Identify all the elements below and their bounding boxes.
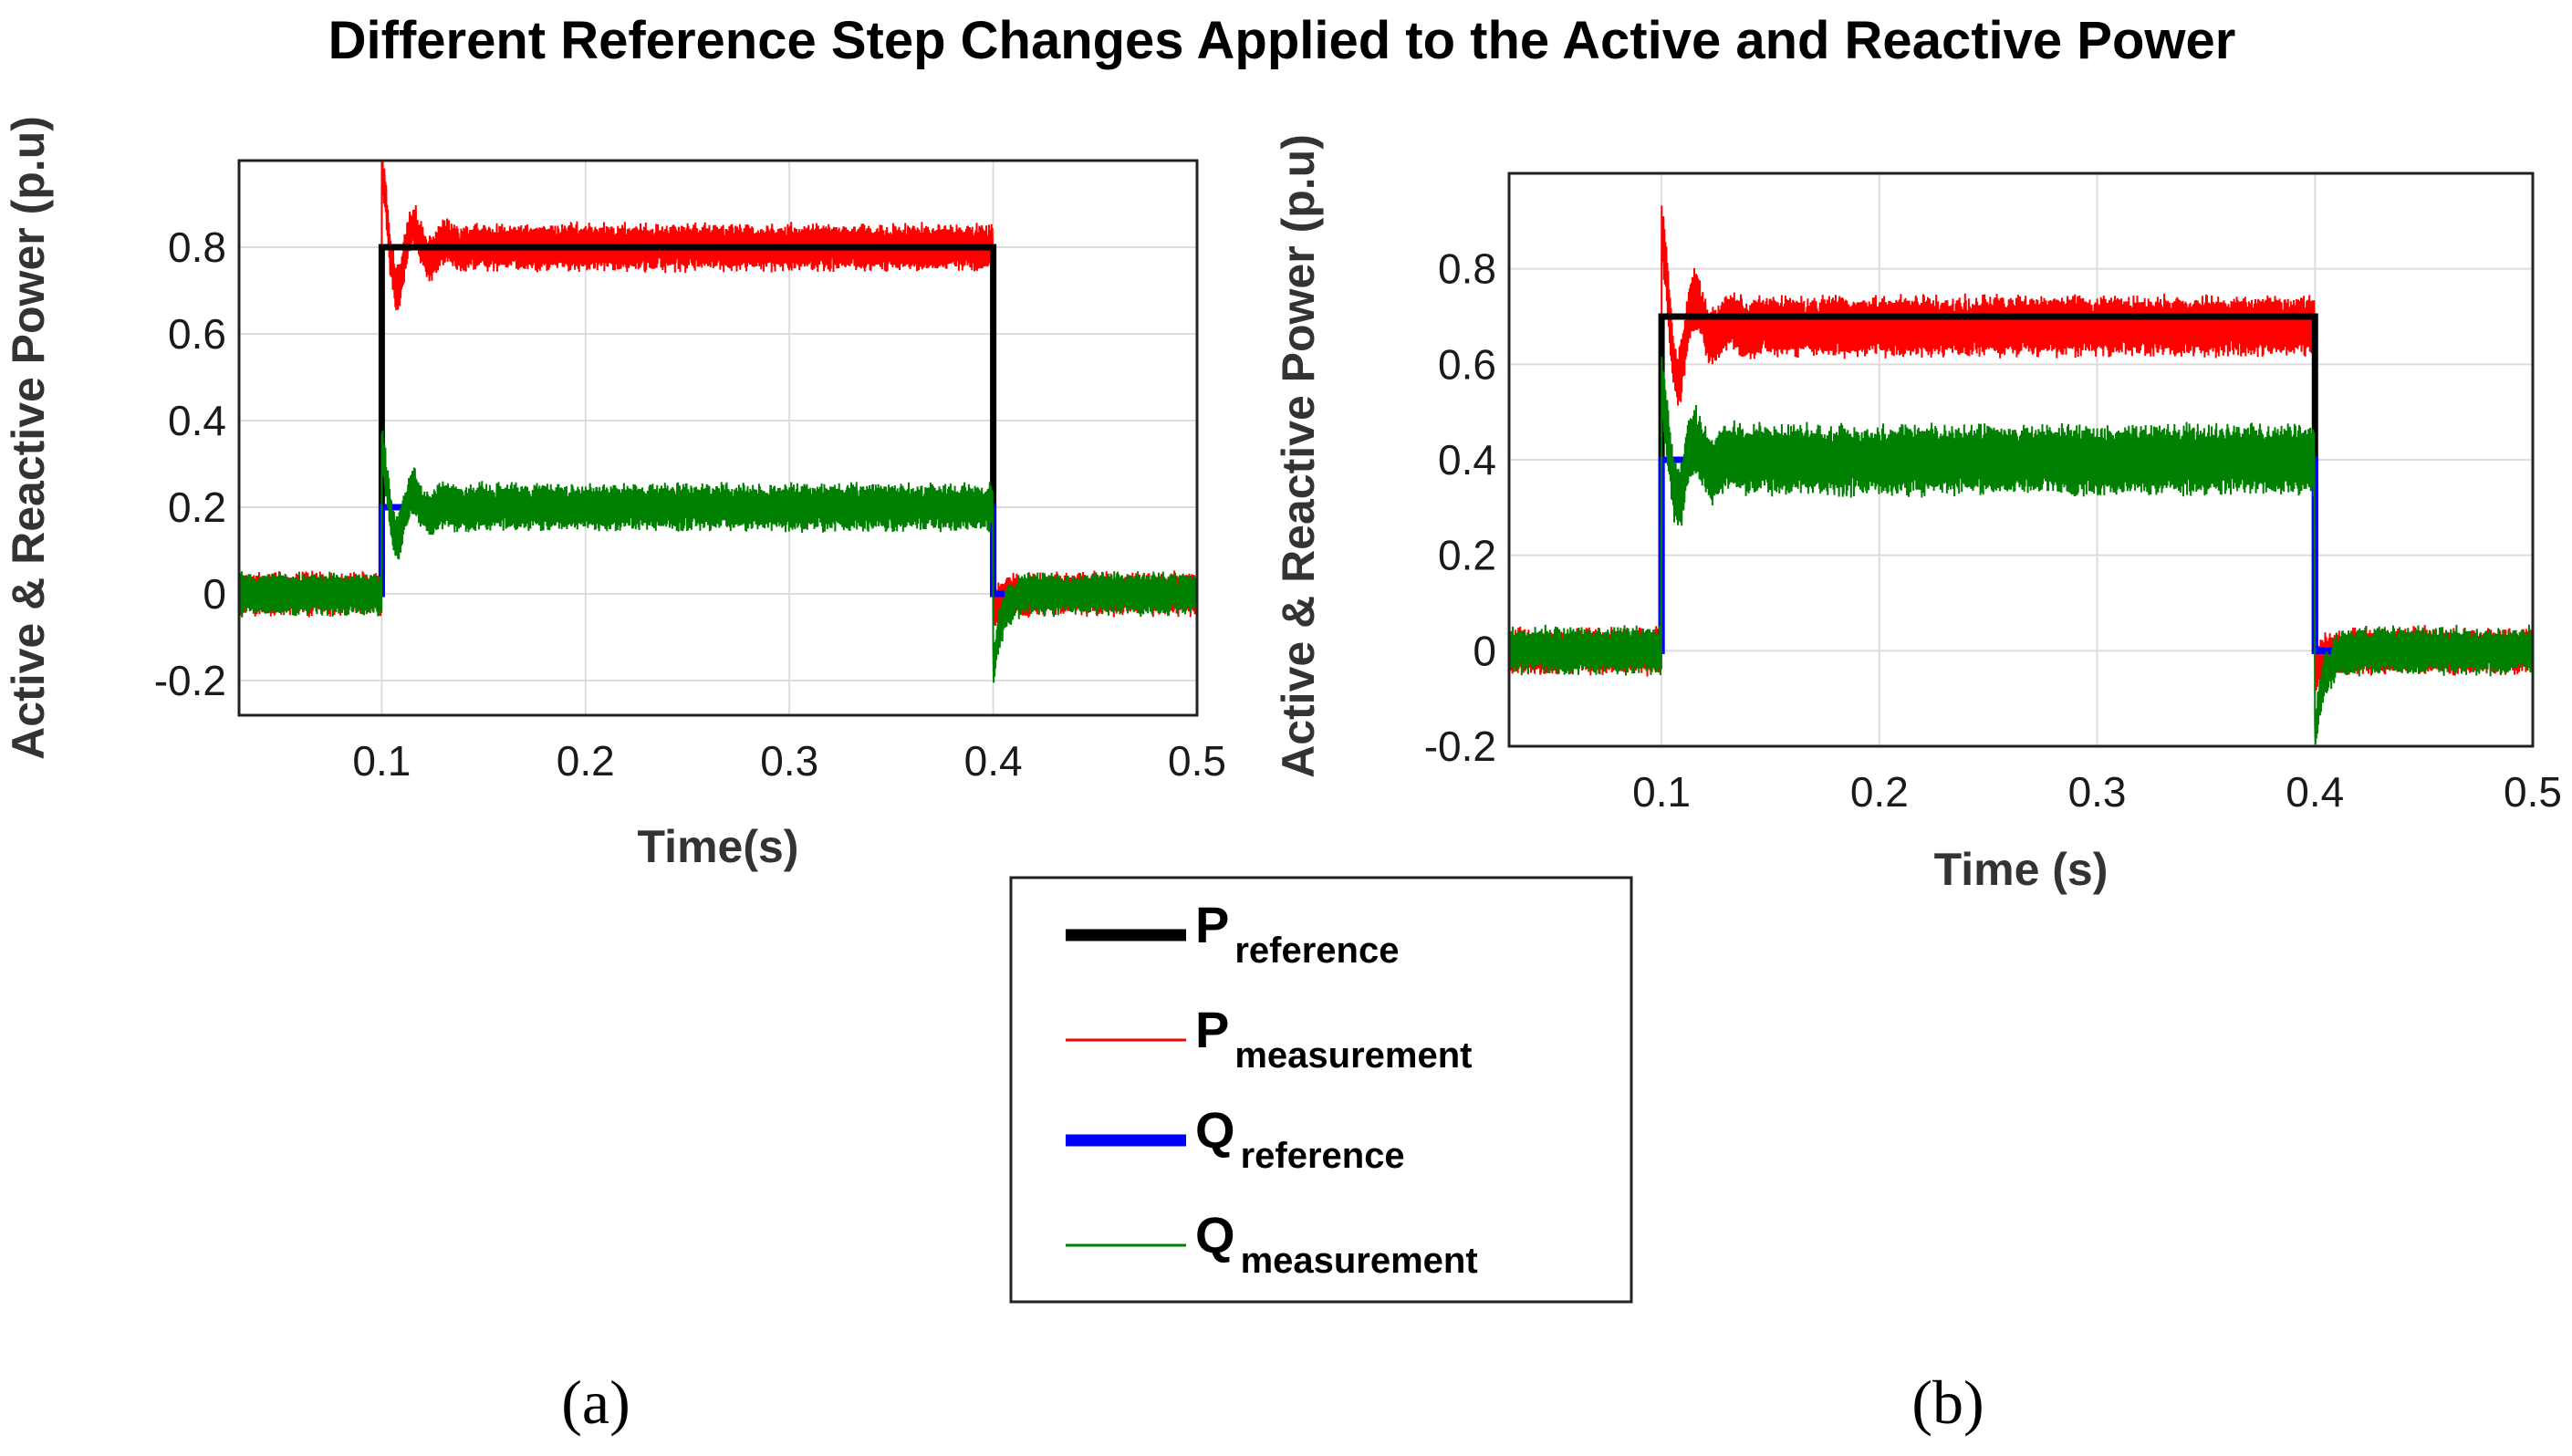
panel-label-b: (b) <box>1911 1368 1984 1437</box>
y-ticks-b: -0.2 0 0.2 0.4 0.6 0.8 <box>1424 245 1496 770</box>
y-tick-label-a-3: 0.4 <box>168 397 226 444</box>
plot-frame-a <box>237 159 1199 717</box>
y-tick-label-b-5: 0.8 <box>1438 245 1496 293</box>
x-ticks-b: 0.1 0.2 0.3 0.4 0.5 <box>1632 768 2562 816</box>
y-tick-label-b-1: 0 <box>1473 627 1496 674</box>
y-tick-label-a-2: 0.2 <box>168 484 226 531</box>
x-tick-label-b-0: 0.1 <box>1632 768 1691 816</box>
y-tick-label-b-2: 0.2 <box>1438 532 1496 579</box>
x-ticks-a: 0.1 0.2 0.3 0.4 0.5 <box>352 737 1226 785</box>
legend-box <box>1009 876 1633 1304</box>
x-tick-label-b-1: 0.2 <box>1850 768 1909 816</box>
series-layer-b <box>1509 205 2533 745</box>
y-tick-label-a-1: 0 <box>203 570 226 618</box>
x-tick-label-a-2: 0.3 <box>760 737 818 785</box>
x-tick-label-a-0: 0.1 <box>352 737 411 785</box>
y-tick-label-b-3: 0.4 <box>1438 436 1496 484</box>
y-axis-label-a: Active & Reactive Power (p.u) <box>3 116 54 760</box>
panel-label-a: (a) <box>561 1368 630 1437</box>
x-tick-label-b-2: 0.3 <box>2068 768 2127 816</box>
y-tick-label-a-0: -0.2 <box>154 657 226 704</box>
y-axis-label-b: Active & Reactive Power (p.u) <box>1273 134 1324 778</box>
x-tick-label-a-1: 0.2 <box>557 737 615 785</box>
y-tick-label-a-4: 0.6 <box>168 310 226 358</box>
series-q-measurement-b <box>1509 356 2533 745</box>
y-ticks-a: -0.2 0 0.2 0.4 0.6 0.8 <box>154 224 226 704</box>
series-layer-a <box>239 161 1197 683</box>
y-tick-label-b-0: -0.2 <box>1424 723 1496 770</box>
chart-panel-b: 0.1 0.2 0.3 0.4 0.5 -0.2 0 0.2 0.4 0.6 0.8 Time (… <box>1273 134 2562 1437</box>
x-tick-label-b-3: 0.4 <box>2286 768 2344 816</box>
y-tick-label-b-4: 0.6 <box>1438 340 1496 388</box>
series-q-measurement-a <box>239 430 1197 683</box>
plot-frame-b <box>1507 172 2535 748</box>
chart-panel-a: 0.1 0.2 0.3 0.4 0.5 -0.2 0 0.2 0.4 0.6 0.8 Time(s… <box>3 116 1226 1437</box>
x-tick-label-a-4: 0.5 <box>1168 737 1226 785</box>
figure-title: Different Reference Step Changes Applied… <box>328 11 2236 70</box>
x-tick-label-b-4: 0.5 <box>2504 768 2562 816</box>
y-tick-label-a-5: 0.8 <box>168 224 226 271</box>
x-axis-label-a: Time(s) <box>638 821 799 872</box>
x-tick-label-a-3: 0.4 <box>964 737 1023 785</box>
x-axis-label-b: Time (s) <box>1934 844 2109 895</box>
